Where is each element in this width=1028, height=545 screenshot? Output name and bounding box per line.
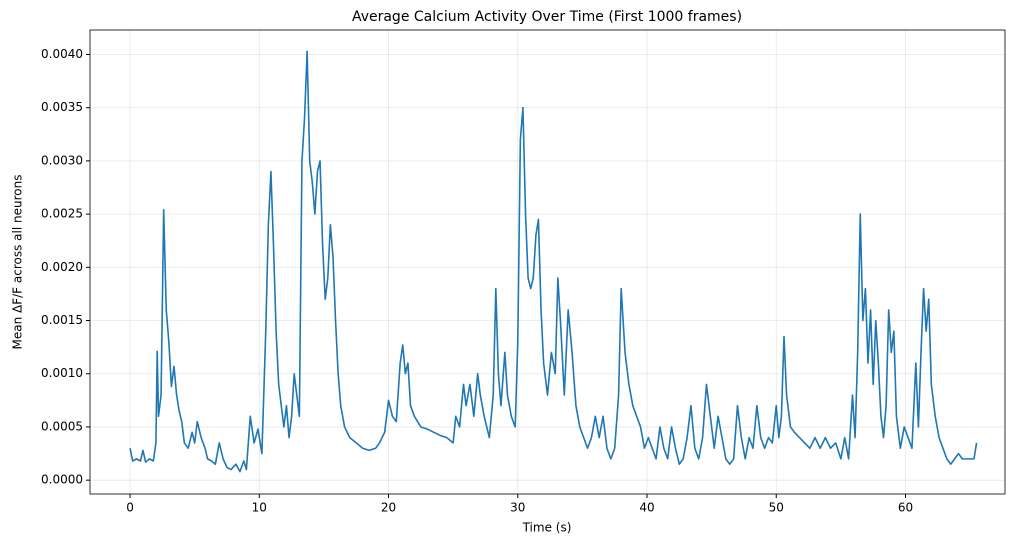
y-tick-label: 0.0030	[41, 153, 83, 167]
data-line	[129, 50, 978, 473]
y-tick-label: 0.0005	[41, 419, 83, 433]
y-axis-label: Mean ΔF/F across all neurons	[11, 175, 25, 350]
y-tick-label: 0.0025	[41, 207, 83, 221]
chart-title: Average Calcium Activity Over Time (Firs…	[352, 9, 742, 25]
x-tick-label: 30	[510, 501, 525, 515]
y-tick-label: 0.0010	[41, 366, 83, 380]
x-tick-label: 10	[252, 501, 267, 515]
y-tick-label: 0.0000	[41, 473, 83, 487]
x-tick-label: 60	[898, 501, 913, 515]
y-tick-label: 0.0035	[41, 100, 83, 114]
y-tick-label: 0.0040	[41, 47, 83, 61]
x-tick-label: 0	[126, 501, 134, 515]
y-tick-label: 0.0020	[41, 260, 83, 274]
x-axis-label: Time (s)	[522, 521, 572, 535]
y-tick-label: 0.0015	[41, 313, 83, 327]
x-tick-label: 40	[639, 501, 654, 515]
x-tick-label: 20	[381, 501, 396, 515]
plot-frame	[89, 29, 1006, 495]
x-tick-label: 50	[769, 501, 784, 515]
